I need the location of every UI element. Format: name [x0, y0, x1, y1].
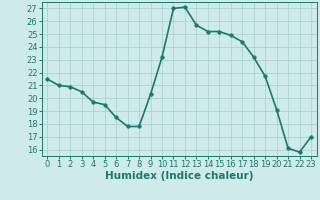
- X-axis label: Humidex (Indice chaleur): Humidex (Indice chaleur): [105, 171, 253, 181]
